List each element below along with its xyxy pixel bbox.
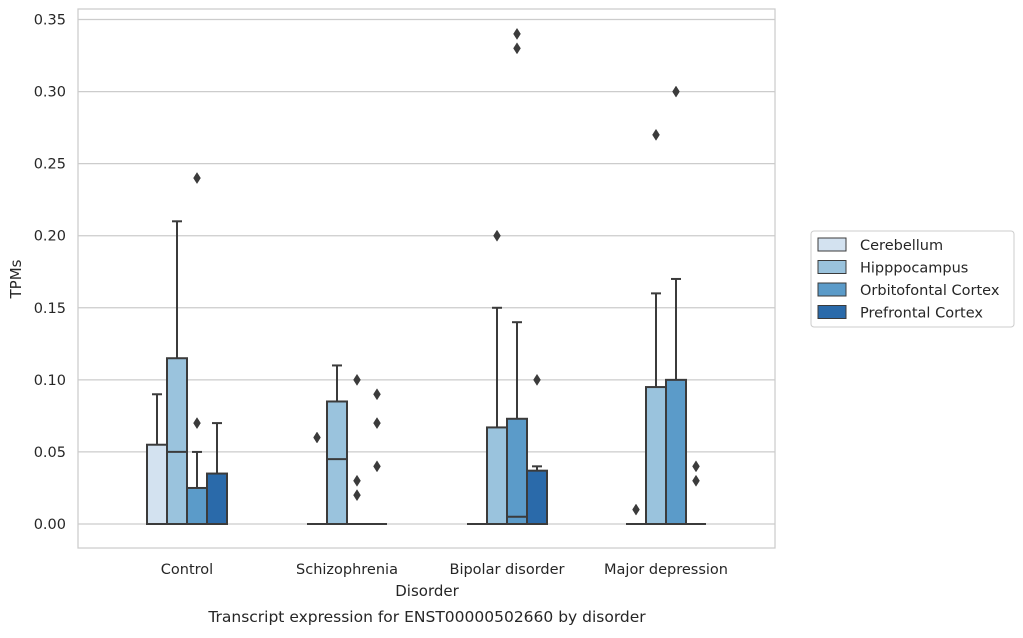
- box-0-1: [307, 431, 327, 525]
- legend-frame: [810, 230, 1015, 328]
- box-body: [645, 386, 667, 525]
- outlier-point: [533, 373, 541, 386]
- legend-swatch: [817, 237, 847, 252]
- box-3-2: [526, 373, 548, 525]
- box-body: [506, 417, 528, 525]
- y-axis-label: TPMs: [7, 259, 25, 299]
- y-tick-label: 0.00: [34, 517, 66, 533]
- outlier-point: [692, 460, 700, 473]
- y-tick-label: 0.20: [34, 229, 66, 245]
- outlier-point: [373, 417, 381, 430]
- x-tick-label: Control: [161, 562, 213, 578]
- box-2-3: [665, 85, 687, 525]
- box-body: [166, 357, 188, 526]
- y-tick-label: 0.15: [34, 301, 66, 317]
- outlier-point: [193, 172, 201, 185]
- box-3-1: [367, 388, 387, 525]
- box-1-2: [486, 229, 508, 526]
- x-tick-label: Major depression: [604, 562, 728, 578]
- box-body: [326, 400, 348, 526]
- box-1-0: [166, 220, 188, 526]
- box-body: [186, 486, 208, 526]
- box-0-3: [626, 503, 646, 525]
- x-axis-label: Disorder: [395, 582, 459, 600]
- outlier-point: [493, 229, 501, 242]
- x-axis-ticks: Control Schizophrenia Bipolar disorder Majo…: [161, 562, 728, 578]
- outlier-point: [692, 474, 700, 487]
- box-body: [526, 469, 548, 525]
- box-body: [146, 443, 168, 525]
- box-body: [665, 378, 687, 525]
- legend-swatch: [817, 305, 847, 319]
- boxes: [146, 27, 706, 526]
- y-tick-label: 0.05: [34, 445, 66, 461]
- legend-label: Prefrontal Cortex: [860, 306, 983, 322]
- outlier-point: [353, 373, 361, 386]
- chart-caption: Transcript expression for ENST0000050266…: [207, 608, 646, 626]
- box-2-2: [506, 27, 528, 525]
- y-tick-label: 0.25: [34, 157, 66, 173]
- y-tick-label: 0.30: [34, 85, 66, 101]
- box-2-1: [347, 373, 367, 525]
- outlier-point: [513, 27, 521, 40]
- outlier-point: [353, 474, 361, 487]
- x-tick-label: Schizophrenia: [296, 562, 398, 578]
- y-tick-label: 0.35: [34, 12, 66, 28]
- plot-frame: [77, 8, 776, 549]
- outlier-point: [672, 85, 680, 98]
- legend-entries: Cerebellum Hipppocampus Orbitofontal Corte…: [817, 237, 1000, 322]
- legend-swatch: [817, 282, 847, 297]
- box-3-3: [686, 460, 706, 525]
- outlier-point: [652, 128, 660, 141]
- y-axis-ticks: 0.00 0.05 0.10 0.15 0.20 0.25 0.30 0.35: [34, 12, 66, 533]
- outlier-point: [313, 431, 321, 444]
- box-body: [486, 426, 508, 526]
- outlier-point: [353, 489, 361, 502]
- box-1-3: [645, 128, 667, 525]
- legend-label: Orbitofontal Cortex: [860, 283, 1000, 299]
- legend: Cerebellum Hipppocampus Orbitofontal Corte…: [810, 230, 1015, 328]
- box-1-1: [326, 364, 348, 526]
- outlier-point: [373, 388, 381, 401]
- outlier-point: [193, 417, 201, 430]
- box-body: [206, 472, 228, 526]
- outlier-point: [513, 42, 521, 55]
- y-tick-label: 0.10: [34, 373, 66, 389]
- box-3-0: [206, 422, 228, 526]
- legend-label: Cerebellum: [860, 238, 943, 254]
- legend-swatch: [817, 260, 847, 274]
- legend-label: Hipppocampus: [860, 261, 968, 277]
- outlier-point: [632, 503, 640, 516]
- x-tick-label: Bipolar disorder: [450, 562, 565, 578]
- outlier-point: [373, 460, 381, 473]
